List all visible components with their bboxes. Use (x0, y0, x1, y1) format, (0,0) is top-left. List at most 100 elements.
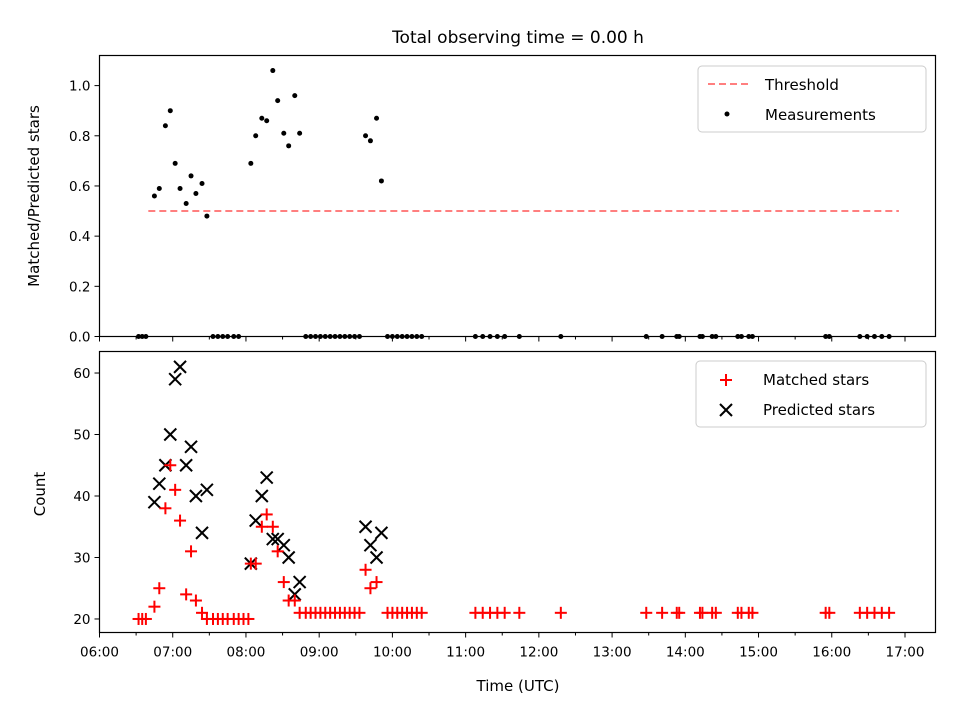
measurement-point (162, 123, 168, 129)
measurement-point (183, 201, 189, 207)
top-x-axis (99, 336, 906, 342)
top-y-axis: 0.0 0.2 0.4 0.6 0.8 1.0 (69, 79, 100, 346)
bottom-x-tick-label: 12:00 (519, 645, 558, 661)
predicted-star-point (195, 526, 209, 540)
measurement-point (363, 133, 369, 139)
matched-star-point (288, 594, 301, 607)
matched-legend-label: Matched stars (763, 371, 869, 389)
predicted-star-point (277, 538, 291, 552)
matched-star-point (139, 612, 152, 625)
matched-star-point (185, 545, 198, 558)
matched-star-point (353, 606, 366, 619)
top-marks (136, 68, 899, 339)
matched-star-point (196, 606, 209, 619)
bottom-legend: Matched stars Predicted stars (695, 360, 927, 428)
top-y-tick-label: 1.0 (69, 79, 90, 95)
matched-star-point (153, 582, 166, 595)
measurement-point (193, 190, 199, 196)
measurements-legend-swatch (724, 111, 730, 117)
measurement-point (248, 160, 254, 166)
predicted-star-point (369, 550, 384, 565)
predicted-legend-label: Predicted stars (763, 401, 875, 419)
bottom-x-tick-label: 10:00 (373, 645, 412, 661)
matched-star-point (255, 520, 268, 533)
top-y-tick-label: 0.8 (69, 129, 90, 145)
measurement-point (188, 173, 194, 179)
measurement-point (199, 180, 205, 186)
matched-star-point (415, 606, 428, 619)
matched-star-point (148, 600, 161, 613)
bottom-y-axis: 20 30 40 50 60 (73, 366, 100, 628)
matched-star-point (823, 606, 836, 619)
top-y-tick-label: 0.6 (69, 179, 90, 195)
matched-star-point (189, 594, 202, 607)
bottom-panel: 20 30 40 50 60 06:00 07:00 08:00 09:00 10:00 11:0… (31, 350, 937, 695)
predicted-star-point (147, 495, 162, 509)
measurements-legend-label: Measurements (765, 106, 876, 124)
measurement-point (156, 185, 162, 191)
matched-star-point (656, 606, 669, 619)
measurement-point (286, 143, 292, 149)
bottom-axes-frame (98, 350, 937, 634)
top-axes-frame (98, 54, 937, 338)
bottom-legend-box (695, 360, 927, 428)
measurement-point (151, 193, 157, 199)
predicted-star-point (249, 513, 263, 528)
top-y-axis-label: Matched/Predicted stars (25, 105, 43, 287)
top-legend: Threshold Measurements (697, 65, 927, 133)
predicted-star-point (374, 526, 389, 540)
predicted-star-point (184, 440, 198, 454)
measurement-point (281, 130, 287, 136)
matched-star-point (266, 520, 279, 533)
matched-star-point (554, 606, 567, 619)
matched-star-point (159, 502, 172, 515)
bottom-x-tick-label: 13:00 (593, 645, 632, 661)
matched-star-point (370, 576, 383, 589)
predicted-star-point (288, 587, 302, 602)
measurement-point (253, 133, 259, 139)
matched-star-point (271, 545, 284, 558)
measurement-point (374, 115, 380, 121)
top-panel: Total observing time = 0.00 h 0.00.20.40… (25, 28, 937, 346)
predicted-star-point (281, 550, 296, 565)
bottom-y-tick-label: 20 (73, 612, 90, 628)
bottom-x-tick-label: 06:00 (80, 645, 119, 661)
bottom-y-axis-label: Count (31, 472, 49, 517)
matched-star-point (174, 514, 187, 527)
matched-star-point (498, 606, 511, 619)
predicted-star-point (255, 489, 269, 503)
predicted-star-point (200, 483, 214, 497)
matched-star-point (242, 612, 255, 625)
top-y-tick-label: 0.4 (69, 229, 90, 245)
matched-star-point (364, 582, 377, 595)
bottom-x-tick-label: 16:00 (812, 645, 851, 661)
top-y-tick-label: 0.0 (69, 330, 90, 346)
measurement-point (264, 118, 270, 124)
bottom-y-tick-label: 40 (73, 489, 90, 505)
bottom-x-axis: 06:00 07:00 08:00 09:00 10:00 11:00 12:00 13:00… (80, 632, 924, 661)
predicted-star-point (152, 476, 167, 491)
bottom-x-tick-label: 07:00 (153, 645, 192, 661)
measurement-point (275, 98, 281, 104)
bottom-x-tick-label: 08:00 (226, 645, 265, 661)
predicted-star-point (266, 532, 280, 546)
matched-star-point (169, 483, 182, 496)
bottom-x-tick-label: 09:00 (300, 645, 339, 661)
measurement-point (367, 138, 373, 144)
top-legend-box (697, 65, 927, 133)
bottom-x-tick-label: 15:00 (739, 645, 778, 661)
bottom-marks (132, 360, 896, 625)
predicted-star-point (168, 372, 182, 386)
predicted-star-point (173, 360, 187, 374)
matched-star-point (164, 459, 177, 472)
matched-star-point (709, 606, 722, 619)
bottom-y-tick-label: 60 (73, 366, 90, 382)
bottom-x-tick-label: 11:00 (446, 645, 485, 661)
predicted-star-point (259, 470, 274, 485)
matched-legend-swatch (720, 374, 732, 386)
predicted-legend-swatch (719, 403, 733, 417)
matched-star-point (640, 606, 653, 619)
measurement-point (172, 160, 178, 166)
measurement-point (204, 213, 210, 219)
